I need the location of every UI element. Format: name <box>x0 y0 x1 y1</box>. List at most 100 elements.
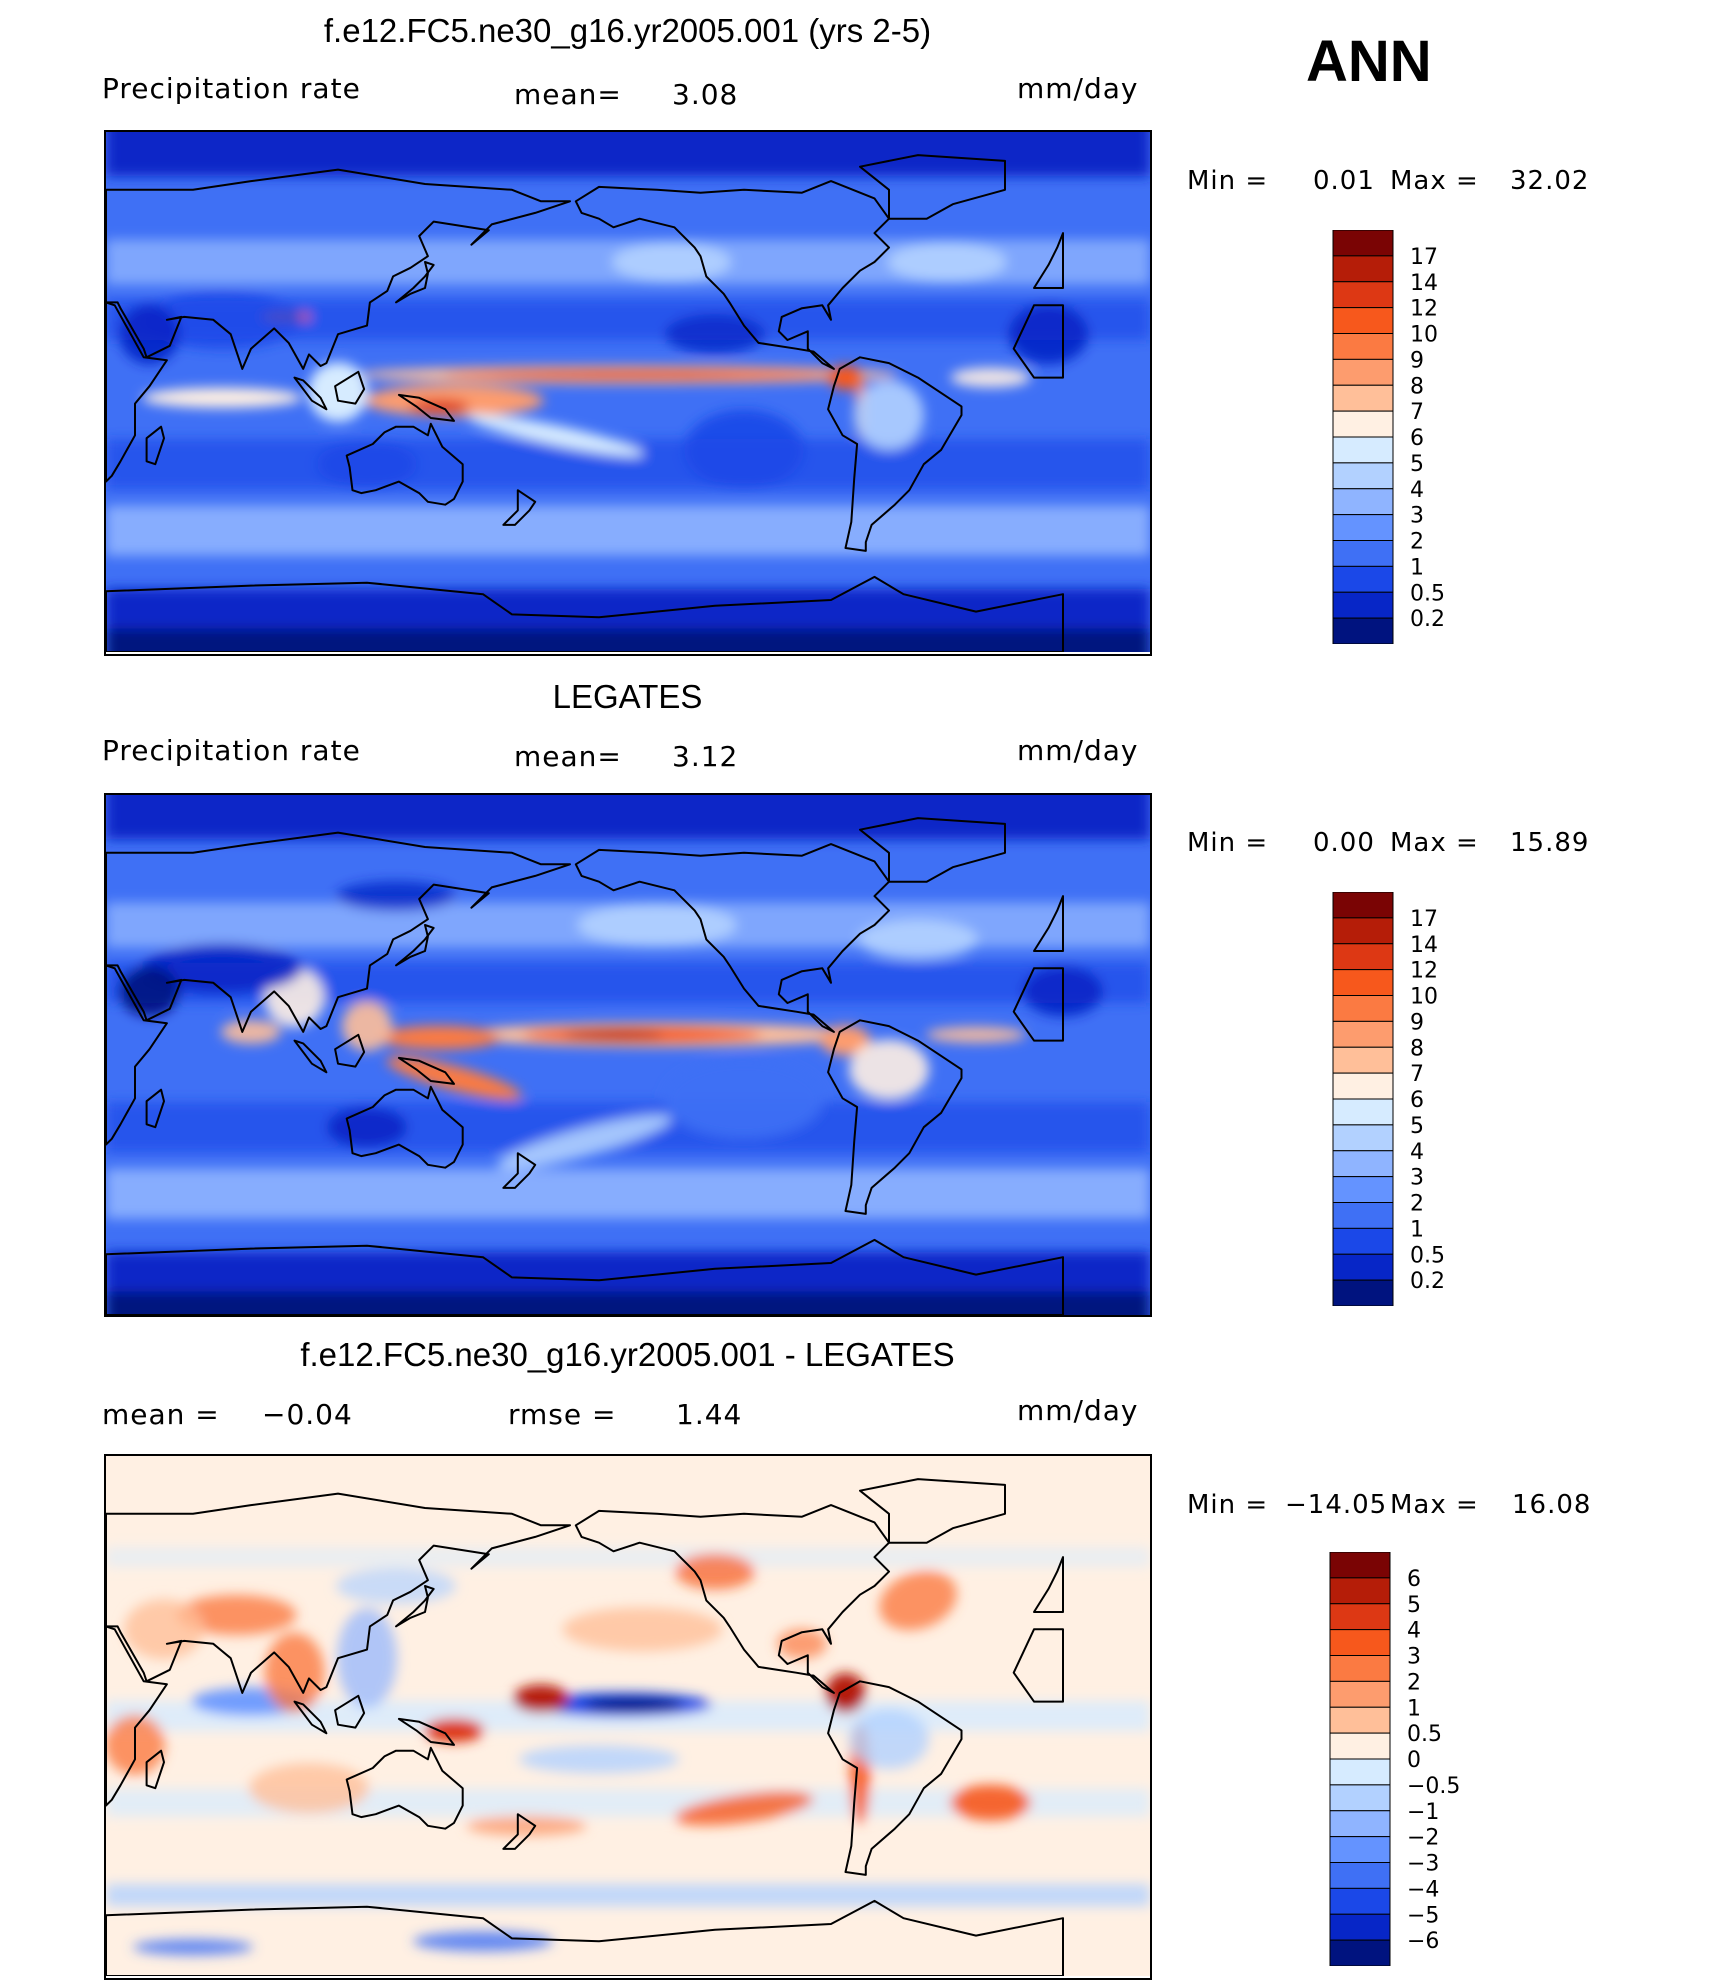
field-contour <box>249 1763 369 1814</box>
coastline <box>106 831 571 1033</box>
panel3-title: f.e12.FC5.ne30_g16.yr2005.001 - LEGATES <box>300 1336 955 1373</box>
colorbar-swatch <box>1332 436 1394 464</box>
coastline <box>859 817 1006 883</box>
colorbar-label: 14 <box>1410 933 1438 958</box>
coastline <box>827 1019 963 1215</box>
colorbar-swatch <box>1332 462 1394 490</box>
panel3-units: mm/day <box>1017 1394 1139 1427</box>
field-contour <box>379 1025 500 1050</box>
colorbar-label: −6 <box>1407 1929 1439 1954</box>
colorbar-swatch <box>1332 1227 1394 1255</box>
field-contour <box>466 1815 587 1836</box>
colorbar-swatch <box>1329 1939 1391 1967</box>
field-band <box>106 795 1150 840</box>
field-contour <box>493 371 734 378</box>
colorbar-swatch <box>1332 307 1394 334</box>
coastline <box>859 154 1006 220</box>
colorbar-swatch <box>1329 1732 1391 1760</box>
field-contour <box>674 1791 814 1826</box>
colorbar-swatch <box>1332 1072 1394 1100</box>
panel2-colorbar: 17 14 12 10 9 8 7 6 5 4 3 2 1 0.5 0.2 <box>1332 891 1512 1307</box>
colorbar-swatch <box>1332 229 1394 257</box>
colorbar-swatch <box>1332 891 1394 919</box>
colorbar-label: 4 <box>1410 478 1424 503</box>
coastline <box>345 422 464 506</box>
field-contour <box>424 1718 484 1743</box>
panel1-colorbar: 17 14 12 10 9 8 7 6 5 4 3 2 1 0.5 0.2 <box>1332 229 1512 645</box>
panel1-min-label: Min = <box>1187 166 1269 196</box>
map-svg <box>106 795 1150 1315</box>
panel3-max-label: Max = <box>1390 1490 1479 1520</box>
coastline <box>1033 232 1064 289</box>
coastline <box>502 1152 537 1189</box>
coastline <box>106 1492 571 1694</box>
colorbar-label: 3 <box>1407 1645 1421 1670</box>
field-contour <box>497 1114 672 1169</box>
colorbar-swatch <box>1329 1603 1391 1631</box>
colorbar-swatch <box>1332 384 1394 412</box>
field-contour <box>519 1745 679 1774</box>
field-contour <box>308 362 368 422</box>
panel2-max-label: Max = <box>1390 828 1479 858</box>
coastline <box>145 1088 165 1129</box>
coastline <box>574 1504 890 1694</box>
coastline <box>345 1085 464 1169</box>
panel1-mean-label: mean= <box>514 78 622 111</box>
colorbar-swatch <box>1332 540 1394 567</box>
colorbar-swatch <box>1332 1098 1394 1126</box>
panel2-mean-label: mean= <box>514 740 622 773</box>
colorbar-label: 9 <box>1410 348 1424 373</box>
field-contour <box>563 1029 664 1040</box>
colorbar-label: 0.5 <box>1410 581 1445 606</box>
colorbar-label: −5 <box>1407 1903 1439 1928</box>
field-contour <box>858 919 978 960</box>
panel2-map <box>104 793 1152 1317</box>
field-contour <box>827 365 864 390</box>
colorbar-label: −1 <box>1407 1800 1439 1825</box>
colorbar-swatch <box>1332 1124 1394 1152</box>
panel3-mean-label: mean = <box>102 1398 220 1431</box>
panel1-title: f.e12.FC5.ne30_g16.yr2005.001 (yrs 2-5) <box>323 12 932 49</box>
colorbar-swatch <box>1332 943 1394 971</box>
colorbar-label: 12 <box>1410 959 1438 984</box>
colorbar-swatch <box>1332 591 1394 619</box>
field-contour <box>950 367 1031 388</box>
colorbar-label: 5 <box>1410 452 1424 477</box>
field-contour <box>887 242 1007 282</box>
panel3-min-value: −14.05 <box>1285 1490 1388 1520</box>
field-contour <box>611 242 732 282</box>
coastline <box>397 1717 455 1746</box>
panel2-min-label: Min = <box>1187 828 1269 858</box>
colorbar-label: 1 <box>1407 1696 1421 1721</box>
colorbar-label: 6 <box>1410 1088 1424 1113</box>
coastline <box>574 180 890 370</box>
coastline <box>1033 1556 1064 1613</box>
colorbar-swatch <box>1332 1279 1394 1307</box>
field-contour <box>583 1697 684 1712</box>
panel1-units: mm/day <box>1017 72 1139 105</box>
field-contour <box>327 1107 407 1148</box>
colorbar-label: −3 <box>1407 1852 1439 1877</box>
colorbar-label: 0.2 <box>1410 607 1445 632</box>
coastline <box>293 376 328 411</box>
field-contour <box>176 1594 297 1635</box>
colorbar-swatch <box>1332 358 1394 386</box>
coastline <box>395 261 435 304</box>
colorbar-label: 9 <box>1410 1010 1424 1035</box>
coastline <box>334 1033 366 1068</box>
colorbar-label: 10 <box>1410 323 1438 348</box>
colorbar-label: 0.5 <box>1410 1243 1445 1268</box>
colorbar-swatch <box>1329 1551 1391 1579</box>
field-band <box>106 588 1150 629</box>
colorbar-label: 2 <box>1410 1192 1424 1217</box>
field-contour <box>317 439 417 490</box>
panel2-mean-value: 3.12 <box>672 740 739 773</box>
field-band <box>106 1884 1150 1907</box>
colorbar-swatch <box>1329 1913 1391 1941</box>
field-contour <box>142 289 302 350</box>
colorbar-label: 2 <box>1407 1670 1421 1695</box>
coastline <box>827 1680 963 1876</box>
field-contour <box>849 1709 929 1770</box>
colorbar-label: 5 <box>1407 1593 1421 1618</box>
